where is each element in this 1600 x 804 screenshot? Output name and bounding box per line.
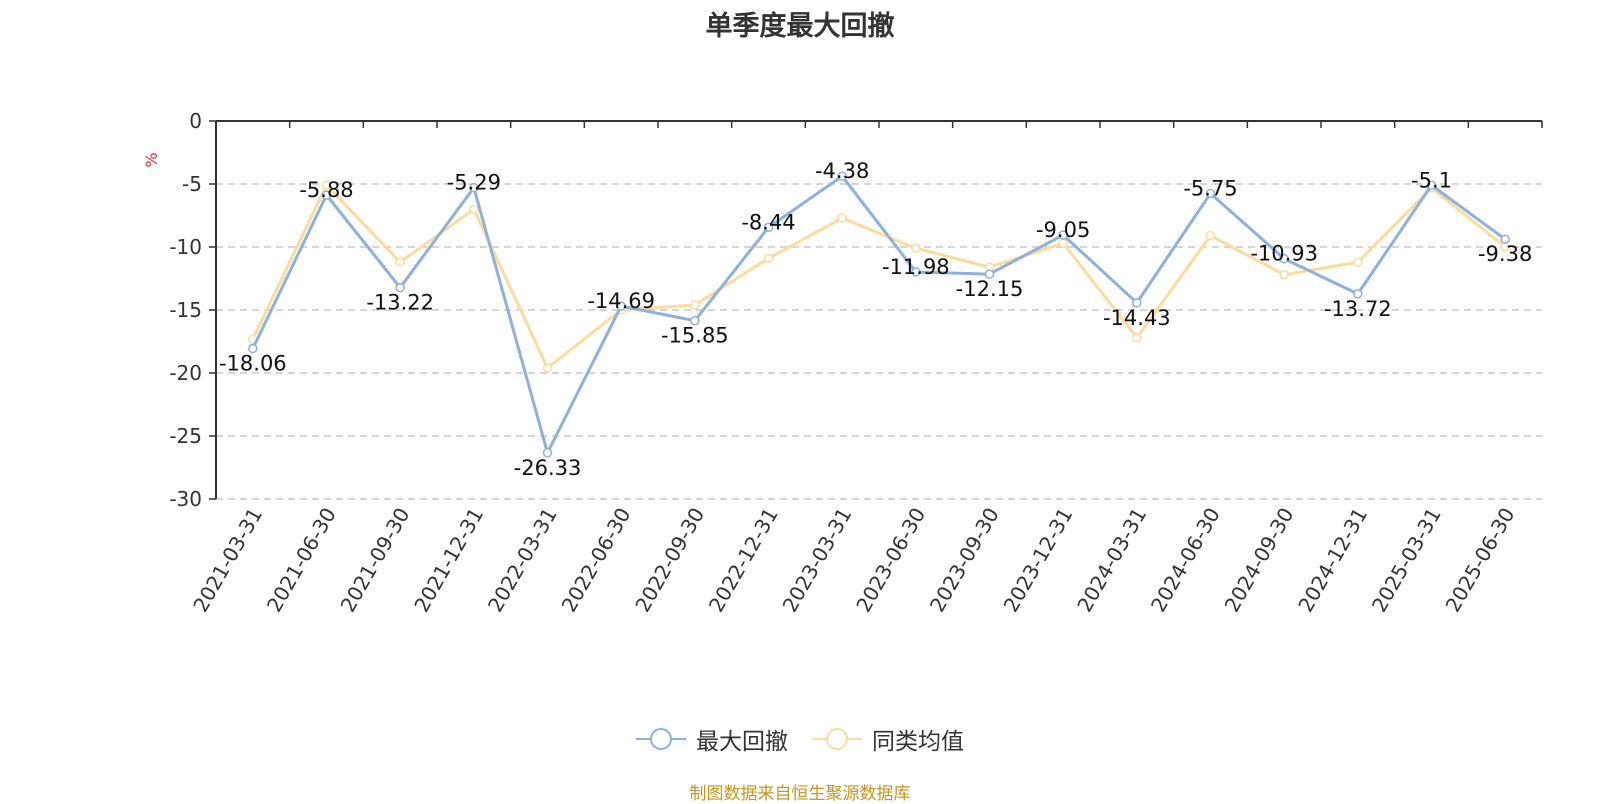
data-label: -13.72	[1324, 297, 1392, 321]
data-label: -18.06	[219, 352, 287, 376]
data-point	[1132, 332, 1142, 343]
x-tick-label: 2023-12-31	[999, 504, 1078, 617]
data-point	[1353, 289, 1363, 299]
data-point	[321, 190, 332, 200]
data-label: -5.88	[299, 178, 353, 202]
x-tick-label: 2021-03-31	[188, 504, 267, 617]
y-tick-label: -10	[169, 235, 202, 259]
data-point	[1132, 298, 1142, 308]
legend: 最大回撤 同类均值	[0, 722, 1600, 756]
data-label: -26.33	[514, 456, 582, 480]
x-tick-label: 2021-09-30	[336, 503, 415, 616]
y-tick-label: -15	[169, 298, 202, 322]
x-tick-label: 2024-09-30	[1220, 504, 1299, 617]
x-tick-label: 2024-06-30	[1146, 504, 1225, 617]
x-tick-label: 2025-03-31	[1367, 504, 1446, 617]
data-point	[690, 300, 700, 310]
data-labels: -18.06 -5.88 -13.22 -5.29 -26.33 -14.69-15.85…	[219, 159, 1532, 480]
x-tick-label: 2024-12-31	[1293, 504, 1372, 617]
data-point	[837, 171, 847, 181]
data-point	[469, 204, 479, 214]
data-point	[911, 243, 921, 254]
data-label: -5.29	[447, 171, 501, 195]
data-label: -5.1	[1411, 168, 1452, 192]
data-point	[542, 363, 553, 373]
x-tick-label: 2025-06-30	[1441, 504, 1520, 617]
chart-title: 单季度最大回撤	[705, 11, 895, 42]
data-point	[1500, 234, 1510, 244]
data-label: -5.75	[1183, 176, 1237, 200]
y-tick-label: -25	[169, 424, 202, 448]
y-tick-label: -30	[169, 487, 202, 511]
y-tick-labels: 0 -5 -10 -15 -20 -25 -30	[169, 109, 202, 511]
data-point	[837, 213, 847, 223]
data-point	[542, 448, 553, 458]
data-label: -12.15	[956, 277, 1024, 301]
x-tick-label: 2022-12-31	[704, 504, 783, 617]
series-lines	[248, 171, 1510, 458]
data-point	[763, 253, 774, 264]
y-tick-label: 0	[189, 109, 202, 133]
legend-line-circle-icon	[812, 726, 862, 752]
y-tick-label: -20	[169, 361, 202, 385]
x-tick-labels: 2021-03-312021-06-302021-09-302021-12-31…	[188, 503, 1519, 616]
data-label: -9.05	[1036, 218, 1090, 242]
data-label: -13.22	[366, 291, 434, 315]
y-tick-label: -5	[182, 172, 202, 196]
legend-label: 同类均值	[872, 729, 964, 755]
data-point	[395, 257, 405, 267]
data-point	[616, 301, 626, 311]
legend-label: 最大回撤	[696, 729, 788, 755]
legend-item-series-1[interactable]: 最大回撤	[636, 722, 788, 756]
data-label: -10.93	[1250, 242, 1318, 266]
data-point	[1205, 188, 1216, 199]
x-tick-label: 2023-03-31	[778, 504, 857, 617]
x-tick-label: 2023-09-30	[925, 504, 1004, 617]
x-tick-label: 2021-06-30	[262, 504, 341, 617]
data-point	[1353, 257, 1363, 267]
legend-item-series-2[interactable]: 同类均值	[812, 722, 964, 756]
data-label: -14.43	[1103, 306, 1171, 330]
data-label: -14.69	[587, 289, 655, 313]
data-label: -15.85	[661, 324, 729, 348]
data-point	[1058, 230, 1068, 240]
data-point	[911, 267, 921, 277]
data-point	[395, 282, 405, 293]
data-point	[248, 343, 258, 354]
data-point	[1279, 253, 1289, 264]
axes	[209, 120, 1543, 500]
data-point	[1279, 269, 1289, 280]
data-point	[763, 222, 774, 233]
x-tick-label: 2023-06-30	[851, 503, 930, 616]
x-tick-label: 2022-03-31	[483, 504, 562, 617]
series-line-1	[251, 174, 1507, 455]
x-tick-label: 2021-12-31	[409, 504, 488, 617]
series-line-2	[251, 183, 1507, 370]
x-tick-label: 2022-06-30	[557, 504, 636, 617]
data-point	[321, 180, 332, 191]
data-point	[1205, 230, 1216, 241]
legend-line-circle-icon	[636, 726, 686, 752]
data-label: -4.38	[815, 159, 869, 183]
data-label: -9.38	[1478, 242, 1532, 266]
grid-lines	[216, 183, 1542, 500]
data-point	[984, 269, 995, 279]
data-point	[1426, 180, 1437, 191]
data-point	[690, 315, 700, 326]
y-axis-unit: %	[142, 152, 161, 167]
data-label: -11.98	[882, 255, 950, 279]
data-point	[469, 182, 479, 193]
data-label: -8.44	[741, 210, 795, 234]
x-tick-label: 2024-03-31	[1072, 504, 1151, 617]
source-note: 制图数据来自恒生聚源数据库	[689, 784, 911, 804]
x-tick-label: 2022-09-30	[630, 504, 709, 617]
